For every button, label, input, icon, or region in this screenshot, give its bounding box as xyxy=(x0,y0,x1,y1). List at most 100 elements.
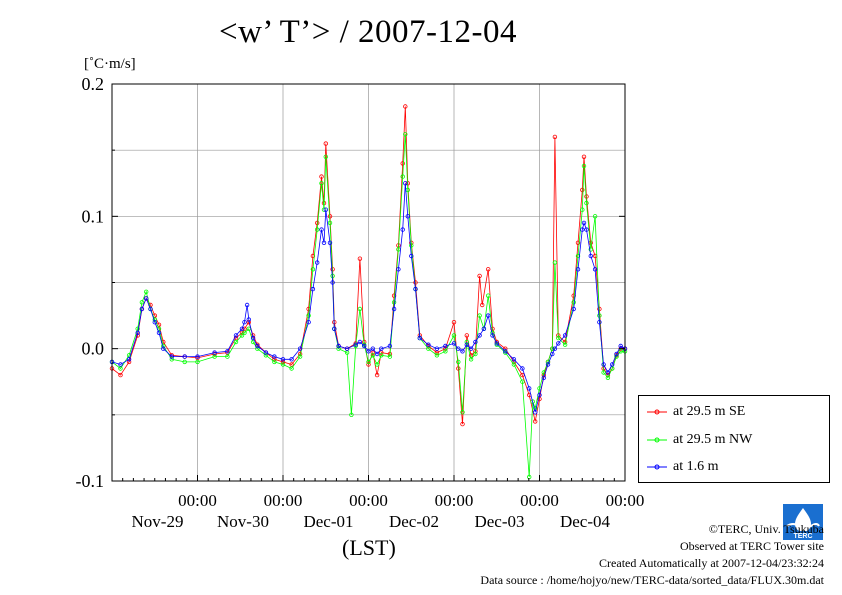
x-tick-time-label: 00:00 xyxy=(435,491,474,510)
series-line xyxy=(111,134,625,478)
series-point xyxy=(520,372,525,378)
series-point xyxy=(139,306,145,312)
series-point xyxy=(379,353,384,358)
series-point xyxy=(272,359,277,365)
x-tick-date-label: Dec-04 xyxy=(560,512,611,531)
series-point xyxy=(195,359,200,365)
series-point xyxy=(272,357,277,362)
series-point xyxy=(400,174,405,179)
series-point xyxy=(460,410,465,415)
series-point xyxy=(315,220,320,226)
series-point xyxy=(349,412,354,417)
x-tick-date-label: Dec-03 xyxy=(474,512,524,531)
series-point xyxy=(280,362,286,367)
x-tick-date-label: Nov-29 xyxy=(132,512,184,531)
series-point xyxy=(233,339,239,345)
series-point xyxy=(321,240,327,245)
series-point xyxy=(434,353,440,358)
series-point xyxy=(610,362,615,367)
series-point xyxy=(310,286,316,292)
series-point xyxy=(537,396,542,402)
series-point xyxy=(280,359,286,365)
x-tick-date-label: Dec-02 xyxy=(389,512,439,531)
series-point xyxy=(556,335,561,341)
series-point xyxy=(306,320,311,325)
series-point xyxy=(255,346,260,351)
series-point xyxy=(225,354,230,359)
series-point xyxy=(212,354,217,359)
series-point xyxy=(581,220,587,226)
series-point xyxy=(451,320,457,325)
series-point xyxy=(597,320,602,325)
series-point xyxy=(562,333,568,338)
series-point xyxy=(605,370,611,375)
series-point xyxy=(280,357,286,362)
series-point xyxy=(486,313,491,318)
series-point xyxy=(580,187,585,193)
series-point xyxy=(370,353,375,358)
series-point xyxy=(533,410,538,415)
series-point xyxy=(460,349,465,354)
series-point xyxy=(473,351,478,357)
series-point xyxy=(443,343,448,349)
legend-label-nw: at 29.5 m NW xyxy=(673,432,753,447)
series-point xyxy=(239,330,245,335)
series-point xyxy=(468,357,474,362)
series-point xyxy=(550,351,555,357)
series-point xyxy=(426,346,431,351)
series-point xyxy=(263,350,269,355)
series-point xyxy=(400,161,405,166)
series-point xyxy=(584,200,589,206)
series-point xyxy=(581,163,587,169)
series-point xyxy=(552,346,558,351)
series-point xyxy=(614,351,619,357)
series-point xyxy=(571,306,576,312)
series-point xyxy=(148,306,153,312)
series-point xyxy=(562,342,568,347)
series-point xyxy=(255,343,260,349)
series-point xyxy=(387,343,393,349)
series-point xyxy=(409,243,414,248)
series-point xyxy=(443,349,448,354)
series-point xyxy=(396,267,401,272)
series-point xyxy=(403,132,408,137)
chart-title: <w’ T’> / 2007-12-04 xyxy=(218,14,518,50)
series-point xyxy=(575,267,581,272)
series-point xyxy=(169,357,174,362)
series-point xyxy=(511,357,517,362)
series-1 xyxy=(109,132,628,480)
series-point xyxy=(413,286,418,292)
series-point xyxy=(575,240,581,245)
series-point xyxy=(310,267,316,272)
series-point xyxy=(357,306,363,312)
legend-item-se: at 29.5 m SE xyxy=(647,402,745,422)
series-point xyxy=(464,339,469,345)
series-point xyxy=(490,333,495,338)
series-point xyxy=(581,154,587,159)
series-point xyxy=(477,313,482,318)
series-point xyxy=(379,346,384,351)
series-point xyxy=(413,280,418,285)
series-point xyxy=(323,207,328,212)
series-point xyxy=(225,349,230,354)
series-point xyxy=(344,346,350,351)
series-point xyxy=(374,351,380,357)
x-tick-time-label: 00:00 xyxy=(606,491,645,510)
series-point xyxy=(601,370,606,375)
series-line xyxy=(111,183,626,413)
legend-item-low: at 1.6 m xyxy=(647,457,719,477)
series-point xyxy=(580,207,585,212)
series-point xyxy=(486,293,491,298)
series-point xyxy=(139,300,145,305)
series-point xyxy=(503,349,508,354)
x-tick-time-label: 00:00 xyxy=(349,491,388,510)
x-tick-date-label: Nov-30 xyxy=(217,512,269,531)
series-point xyxy=(126,357,132,362)
series-point xyxy=(464,333,469,338)
series-point xyxy=(374,362,380,367)
series-point xyxy=(403,181,408,186)
series-point xyxy=(233,333,239,338)
x-tick-time-label: 00:00 xyxy=(178,491,217,510)
chart-legend: at 29.5 m SE at 29.5 m NW at 1.6 m xyxy=(638,395,830,483)
series-point xyxy=(588,247,593,252)
